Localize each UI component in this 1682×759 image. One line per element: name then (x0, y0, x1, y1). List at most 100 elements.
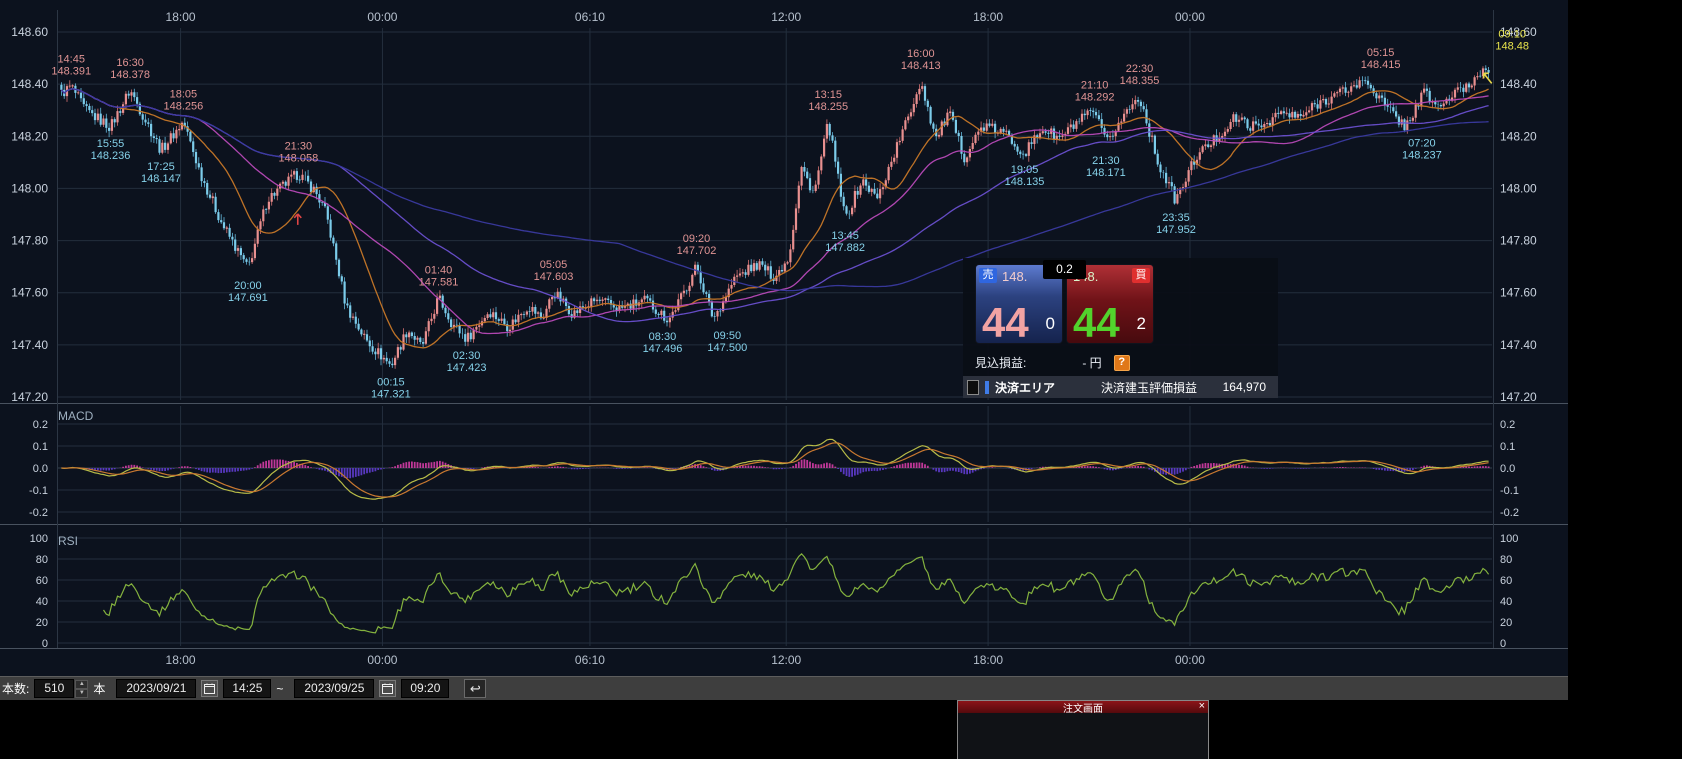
svg-text:05:15: 05:15 (1367, 47, 1395, 59)
expected-pl-label: 見込損益: (975, 356, 1027, 370)
svg-text:148.355: 148.355 (1120, 75, 1160, 87)
expected-pl-value: - 円 (1082, 356, 1102, 370)
svg-text:20:00: 20:00 (234, 280, 262, 292)
bar-count-spinner[interactable]: ▲ ▼ (75, 679, 89, 698)
svg-text:06:10: 06:10 (575, 653, 605, 667)
svg-text:0.2: 0.2 (1500, 419, 1515, 431)
order-window-title: 注文画面 (1063, 703, 1103, 715)
svg-text:18:05: 18:05 (170, 89, 198, 101)
macd-layer (61, 438, 1490, 500)
svg-text:0.0: 0.0 (1500, 463, 1515, 475)
svg-text:-0.1: -0.1 (1500, 485, 1519, 497)
time-from-input[interactable]: 14:25 (223, 679, 272, 698)
macd-panel-label: MACD (58, 409, 94, 423)
svg-text:147.496: 147.496 (643, 343, 683, 355)
svg-text:0: 0 (1500, 638, 1506, 650)
svg-text:80: 80 (36, 554, 48, 566)
spinner-down-icon[interactable]: ▼ (75, 688, 89, 698)
svg-text:12:00: 12:00 (771, 653, 801, 667)
close-icon[interactable]: × (1198, 700, 1205, 712)
svg-text:23:35: 23:35 (1162, 212, 1190, 224)
svg-text:147.60: 147.60 (11, 286, 48, 300)
svg-text:148.20: 148.20 (1500, 129, 1537, 143)
calendar-icon (204, 683, 216, 694)
svg-text:148.171: 148.171 (1086, 167, 1126, 179)
svg-text:148.413: 148.413 (901, 60, 941, 72)
order-window[interactable]: 注文画面 × (957, 700, 1209, 759)
svg-text:21:10: 21:10 (1081, 79, 1109, 91)
svg-text:148.237: 148.237 (1402, 150, 1442, 162)
svg-text:148.256: 148.256 (163, 101, 203, 113)
svg-text:13:45: 13:45 (831, 230, 859, 242)
refresh-button[interactable]: ↩ (464, 679, 487, 698)
svg-text:06:10: 06:10 (575, 10, 605, 24)
svg-text:21:30: 21:30 (285, 140, 313, 152)
svg-text:40: 40 (36, 596, 48, 608)
svg-text:147.603: 147.603 (534, 271, 574, 283)
svg-text:-0.1: -0.1 (29, 485, 48, 497)
svg-text:40: 40 (1500, 596, 1512, 608)
collapse-button[interactable] (967, 379, 979, 395)
svg-text:01:40: 01:40 (425, 265, 453, 277)
svg-text:00:00: 00:00 (367, 653, 397, 667)
settlement-bar: 決済エリア 決済建玉評価損益 164,970 (963, 376, 1278, 398)
svg-text:60: 60 (1500, 575, 1512, 587)
svg-text:-0.2: -0.2 (29, 507, 48, 519)
svg-text:07:20: 07:20 (1408, 138, 1436, 150)
sell-badge: 売 (979, 268, 997, 283)
date-to-input[interactable]: 2023/09/25 (294, 679, 375, 698)
svg-text:147.581: 147.581 (419, 277, 459, 289)
svg-text:148.60: 148.60 (11, 25, 48, 39)
svg-text:148.20: 148.20 (11, 129, 48, 143)
svg-text:00:15: 00:15 (377, 376, 405, 388)
svg-text:148.00: 148.00 (11, 181, 48, 195)
svg-text:18:00: 18:00 (973, 653, 1003, 667)
svg-text:16:30: 16:30 (116, 57, 144, 69)
svg-text:00:00: 00:00 (1175, 653, 1205, 667)
svg-text:147.40: 147.40 (11, 338, 48, 352)
calendar-from-button[interactable] (201, 680, 219, 697)
buy-price-pip: 2 (1136, 314, 1146, 333)
date-from-input[interactable]: 2023/09/21 (116, 679, 197, 698)
svg-text:16:00: 16:00 (907, 48, 935, 60)
eval-pl-label: 決済建玉評価損益 (1101, 380, 1198, 395)
svg-text:148.147: 148.147 (141, 173, 181, 185)
svg-text:0.1: 0.1 (1500, 441, 1515, 453)
svg-text:02:30: 02:30 (453, 350, 481, 362)
svg-text:00:00: 00:00 (1175, 10, 1205, 24)
svg-text:148.292: 148.292 (1075, 91, 1115, 103)
svg-text:147.691: 147.691 (228, 292, 268, 304)
rsi-layer (103, 553, 1490, 634)
svg-text:19:05: 19:05 (1011, 164, 1039, 176)
svg-text:21:30: 21:30 (1092, 155, 1120, 167)
svg-text:12:00: 12:00 (771, 10, 801, 24)
settlement-area-label: 決済エリア (995, 380, 1056, 395)
svg-text:60: 60 (36, 575, 48, 587)
svg-text:22:30: 22:30 (1126, 63, 1154, 75)
svg-text:148.40: 148.40 (1500, 77, 1537, 91)
svg-text:15:55: 15:55 (97, 138, 125, 150)
sell-price-prefix: 148. (1002, 269, 1028, 284)
svg-text:148.48: 148.48 (1495, 40, 1529, 52)
calendar-to-button[interactable] (379, 680, 397, 697)
svg-text:147.423: 147.423 (447, 362, 487, 374)
time-to-input[interactable]: 09:20 (401, 679, 450, 698)
bar-count-input[interactable]: 510 (34, 679, 75, 698)
buy-badge: 買 (1132, 268, 1150, 283)
svg-text:100: 100 (30, 533, 48, 545)
svg-text:148.40: 148.40 (11, 77, 48, 91)
svg-text:0: 0 (42, 638, 48, 650)
help-button[interactable]: ? (1113, 354, 1130, 371)
spinner-up-icon[interactable]: ▲ (75, 679, 89, 689)
sell-price-pip: 0 (1045, 314, 1055, 333)
range-separator: ~ (276, 681, 284, 696)
bar-unit-label: 本 (93, 682, 106, 696)
svg-text:148.60: 148.60 (1500, 25, 1537, 39)
order-window-titlebar[interactable]: 注文画面 × (958, 700, 1208, 715)
sell-price-big: 44 (982, 299, 1029, 346)
svg-text:148.00: 148.00 (1500, 181, 1537, 195)
svg-text:14:45: 14:45 (57, 53, 85, 65)
moving-averages-layer (60, 88, 1489, 349)
